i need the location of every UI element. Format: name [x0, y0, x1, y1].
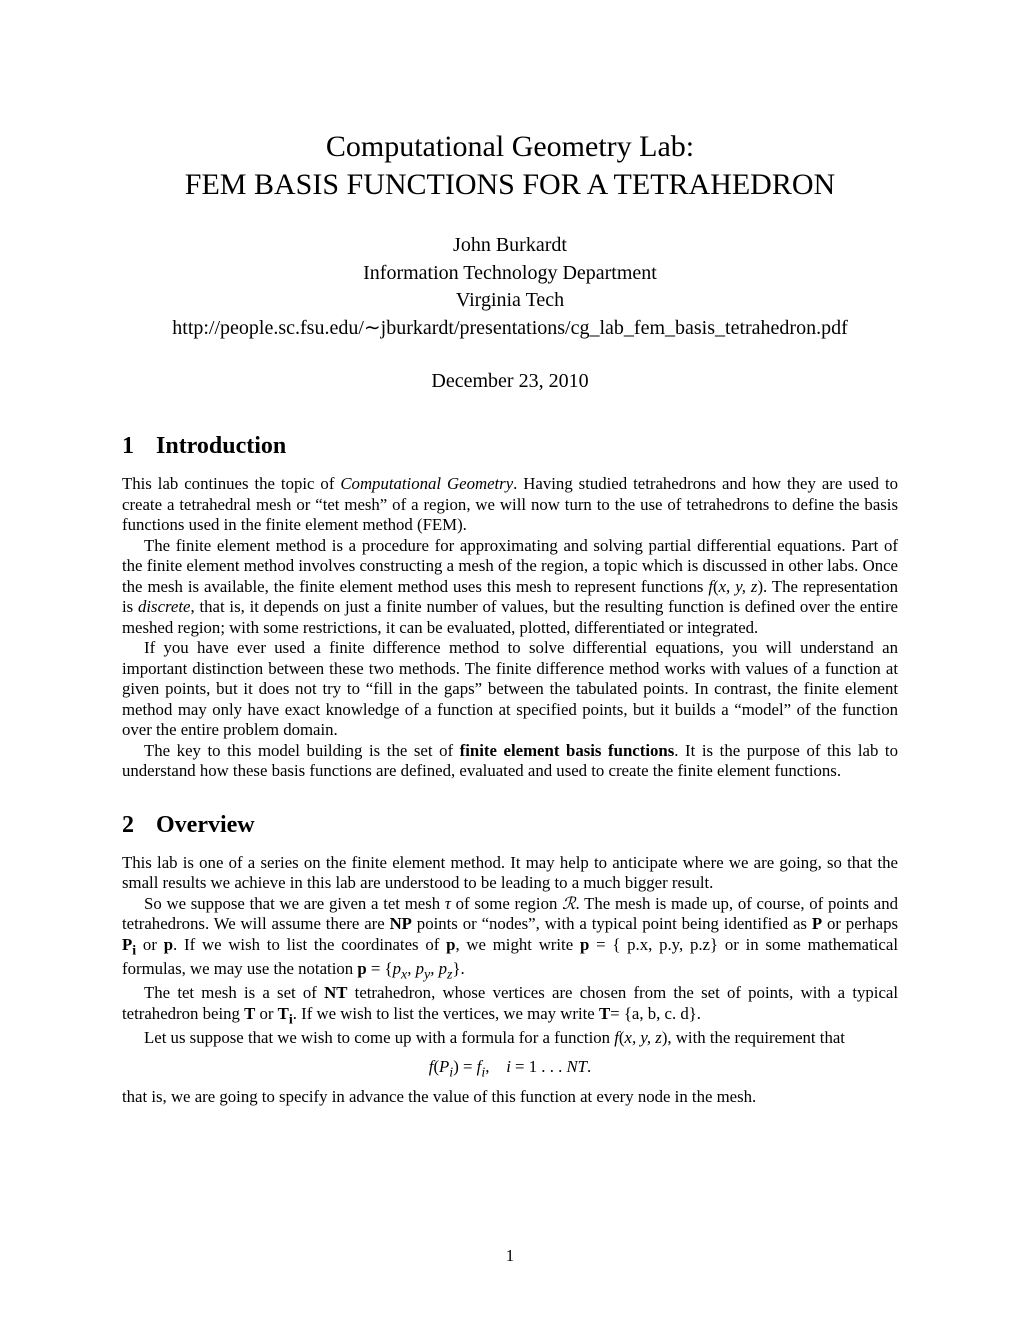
- paragraph: that is, we are going to specify in adva…: [122, 1087, 898, 1107]
- author-name: John Burkardt: [122, 232, 898, 260]
- section-heading-2: 2 Overview: [122, 812, 898, 839]
- author-affiliation-2: Virginia Tech: [122, 287, 898, 315]
- paragraph: The finite element method is a procedure…: [122, 536, 898, 638]
- section-number: 2: [122, 812, 134, 839]
- paragraph: Let us suppose that we wish to come up w…: [122, 1028, 898, 1048]
- paragraph: If you have ever used a finite differenc…: [122, 638, 898, 740]
- page-number: 1: [0, 1246, 1020, 1266]
- section-heading-1: 1 Introduction: [122, 433, 898, 460]
- paragraph: The key to this model building is the se…: [122, 741, 898, 782]
- paragraph: So we suppose that we are given a tet me…: [122, 894, 898, 984]
- title-line-2: FEM BASIS FUNCTIONS FOR A TETRAHEDRON: [122, 168, 898, 202]
- section-number: 1: [122, 433, 134, 460]
- paragraph: The tet mesh is a set of NT tetrahedron,…: [122, 983, 898, 1028]
- paragraph: This lab is one of a series on the finit…: [122, 853, 898, 894]
- author-block: John Burkardt Information Technology Dep…: [122, 232, 898, 342]
- document-page: Computational Geometry Lab: FEM BASIS FU…: [0, 0, 1020, 1168]
- section-title: Introduction: [156, 433, 286, 459]
- paragraph: This lab continues the topic of Computat…: [122, 474, 898, 535]
- document-date: December 23, 2010: [122, 370, 898, 393]
- equation: f(Pi) = fi, i = 1 . . . NT.: [122, 1057, 898, 1081]
- title-block: Computational Geometry Lab: FEM BASIS FU…: [122, 130, 898, 202]
- section-title: Overview: [156, 812, 255, 838]
- author-url: http://people.sc.fsu.edu/∼jburkardt/pres…: [122, 315, 898, 343]
- title-line-1: Computational Geometry Lab:: [122, 130, 898, 164]
- author-affiliation-1: Information Technology Department: [122, 260, 898, 288]
